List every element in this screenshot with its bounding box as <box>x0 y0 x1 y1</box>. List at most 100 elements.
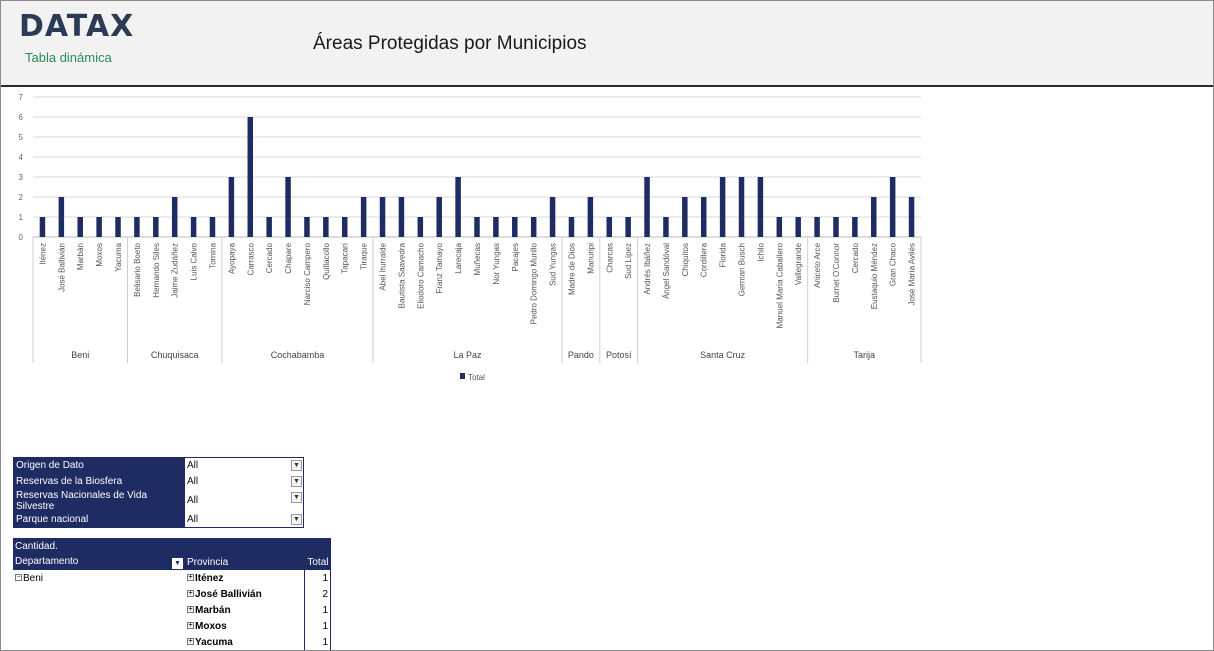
y-tick-label: 2 <box>19 193 24 202</box>
y-tick-label: 3 <box>19 173 24 182</box>
bar <box>682 197 688 237</box>
bar <box>625 217 631 237</box>
x-tick-label: Belisario Boeto <box>133 242 142 296</box>
bar <box>247 117 254 237</box>
total-cell: 2 <box>304 586 331 602</box>
x-tick-label: Eliodoro Camacho <box>416 242 425 308</box>
bar <box>58 197 65 237</box>
bar <box>39 217 46 237</box>
x-tick-label: Iténez <box>38 243 47 265</box>
bar <box>776 217 783 237</box>
bar <box>96 217 102 237</box>
x-tick-label: Carrasco <box>246 242 255 275</box>
x-tick-label: German Busch <box>738 243 747 296</box>
filter-value: All <box>187 476 199 487</box>
dept-cell[interactable]: − Beni <box>15 572 44 584</box>
prov-cell[interactable]: + Yacuma <box>187 636 233 648</box>
expand-icon[interactable]: + <box>187 574 194 582</box>
pivot-header-departamento: Departamento ▼ <box>13 554 185 570</box>
x-tick-label: Cercado <box>851 242 860 273</box>
bar <box>871 197 877 237</box>
dropdown-arrow-icon[interactable]: ▼ <box>291 513 302 525</box>
bar <box>700 197 707 237</box>
group-label: Beni <box>71 350 89 360</box>
bar <box>833 217 839 237</box>
bar <box>153 217 159 237</box>
x-tick-label: Pedro Domingo Murillo <box>530 242 539 324</box>
x-tick-label: Chapare <box>284 242 293 273</box>
protected-areas-chart: 0 1 2 3 4 5 6 7 Iténez José Ballivián Marbán Moxos Y… <box>19 93 922 382</box>
bar <box>455 177 461 237</box>
y-tick-label: 7 <box>19 93 24 102</box>
y-tick-label: 6 <box>19 113 24 122</box>
filter-select-origen[interactable]: All ▼ <box>184 457 304 474</box>
bar <box>398 197 405 237</box>
legend-label: Total <box>468 373 485 382</box>
prov-cell[interactable]: + Marbán <box>187 604 231 616</box>
x-tick-label: Hernando Siles <box>152 243 161 298</box>
x-tick-label: Charcas <box>605 243 614 273</box>
bar <box>474 217 480 237</box>
bar <box>757 177 764 237</box>
x-tick-label: Larecaja <box>454 242 463 273</box>
bar <box>436 197 442 237</box>
pivot-measure-label: Cantidad. <box>13 538 305 554</box>
bar <box>77 217 83 237</box>
filter-value: All <box>187 513 199 525</box>
filter-row: Reservas de la Biosfera All ▼ <box>13 473 304 490</box>
filter-label: Origen de Dato <box>13 457 185 474</box>
bar <box>493 217 499 237</box>
x-tick-label: Burnet O'Connor <box>832 243 841 303</box>
table-row: + José Ballivián 2 <box>13 586 331 602</box>
x-tick-label: Sud Lípez <box>624 243 633 279</box>
x-tick-label: Ayopaya <box>227 242 236 274</box>
bar <box>606 217 613 237</box>
filter-dropdown-icon[interactable]: ▼ <box>172 557 183 569</box>
total-cell: 1 <box>304 618 331 634</box>
prov-cell[interactable]: + Moxos <box>187 620 227 632</box>
x-tick-label: Tapacarí <box>341 242 350 273</box>
filter-label: Reservas de la Biosfera <box>13 473 185 490</box>
filter-select-vida-silvestre[interactable]: All ▼ <box>184 489 304 512</box>
bar <box>852 217 858 237</box>
filter-value: All <box>187 495 199 506</box>
bar <box>228 177 235 237</box>
expand-icon[interactable]: + <box>187 606 194 614</box>
dropdown-arrow-icon[interactable]: ▼ <box>291 460 302 471</box>
bar <box>908 197 915 237</box>
total-cell: 1 <box>304 634 331 650</box>
x-tick-label: Andrés Ibáñez <box>643 243 652 295</box>
prov-cell[interactable]: + Iténez <box>187 572 224 584</box>
bar <box>209 217 216 237</box>
filter-select-biosfera[interactable]: All ▼ <box>184 473 304 490</box>
expand-icon[interactable]: + <box>187 638 194 646</box>
page-title: Áreas Protegidas por Municipios <box>313 33 587 54</box>
bar <box>568 217 575 237</box>
bar <box>285 177 291 237</box>
collapse-icon[interactable]: − <box>15 574 22 582</box>
x-tick-label: Tiraque <box>360 242 369 269</box>
x-tick-label: Eustaquio Méndez <box>870 243 879 309</box>
bar <box>417 217 424 237</box>
expand-icon[interactable]: + <box>187 590 194 598</box>
x-tick-label: Vallegrande <box>794 242 803 285</box>
pivot-filter-panel: Origen de Dato All ▼ Reservas de la Biosf… <box>13 457 304 528</box>
bar <box>644 177 650 237</box>
bar <box>266 217 272 237</box>
table-row: + Marbán 1 <box>13 602 331 618</box>
dropdown-arrow-icon[interactable]: ▼ <box>291 475 302 487</box>
y-tick-label: 1 <box>19 213 24 222</box>
dropdown-arrow-icon[interactable]: ▼ <box>291 491 302 503</box>
x-tick-label: Narciso Campero <box>303 242 312 305</box>
y-tick-label: 5 <box>19 133 24 142</box>
filter-select-parque[interactable]: All ▼ <box>184 511 304 528</box>
bar <box>115 217 121 237</box>
total-cell: 1 <box>304 602 331 618</box>
bar <box>719 177 726 237</box>
x-tick-label: Yacuma <box>114 242 123 271</box>
x-tick-label: Cercado <box>265 242 274 273</box>
prov-cell[interactable]: + José Ballivián <box>187 588 262 600</box>
expand-icon[interactable]: + <box>187 622 194 630</box>
bar <box>134 217 140 237</box>
bar <box>814 217 820 237</box>
